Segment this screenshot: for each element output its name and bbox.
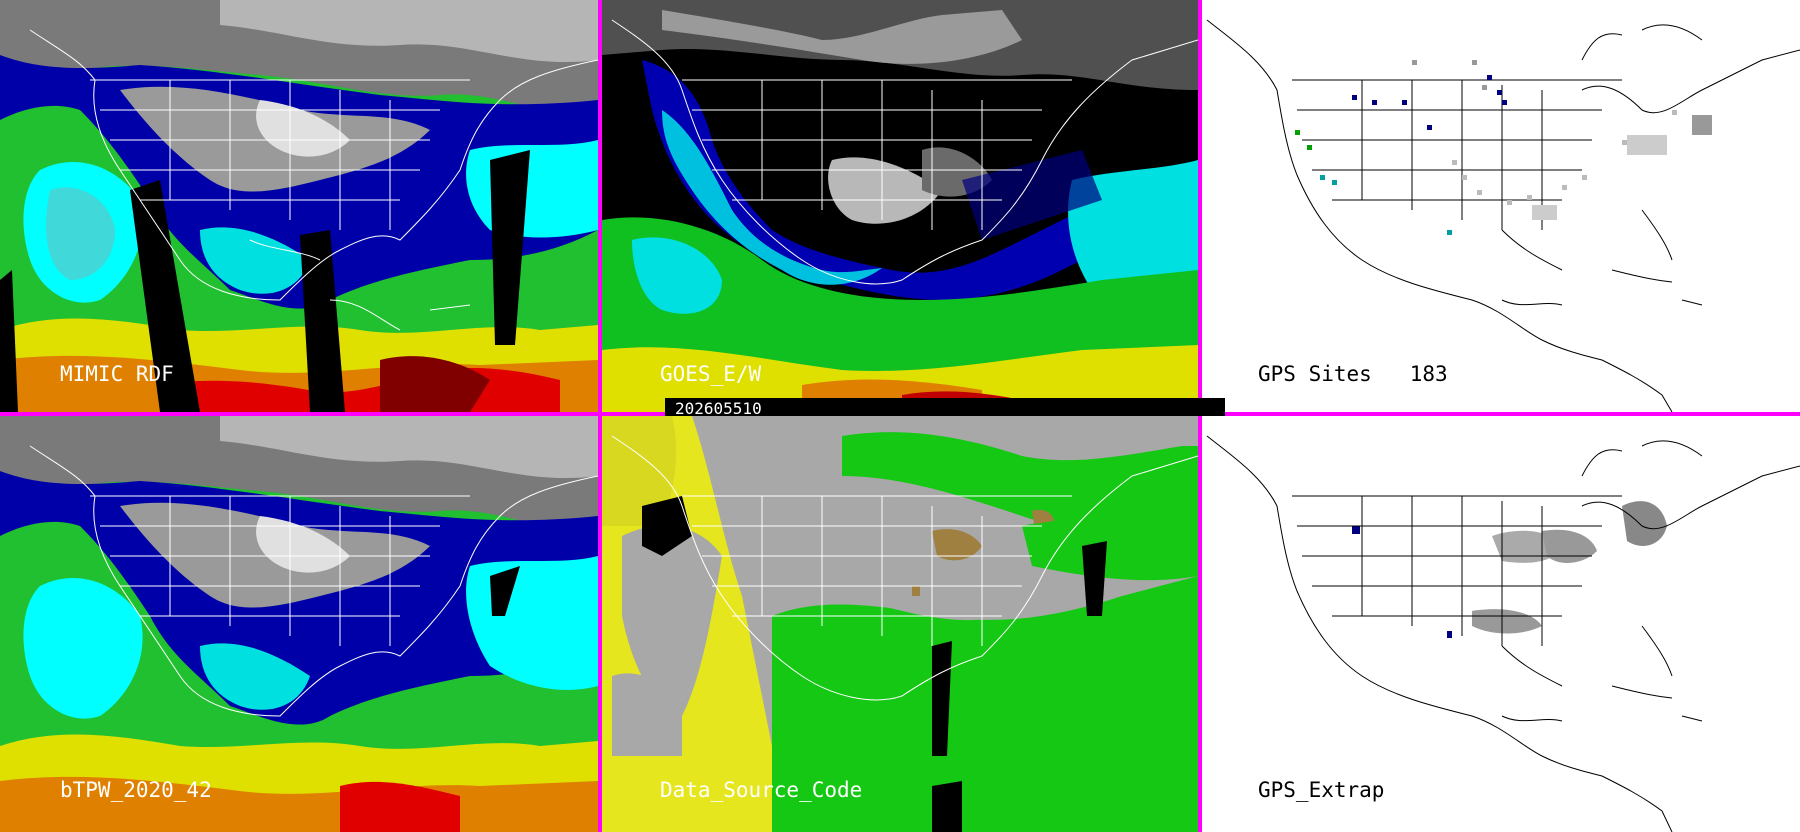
panel-goes-ew: GOES_E/W [602, 0, 1198, 412]
gps-extrap-map-image [1202, 416, 1800, 832]
divider-v1-top [598, 0, 602, 412]
gps-site-markers [1295, 60, 1712, 235]
panel-gps-extrap: GPS_Extrap [1202, 416, 1800, 832]
divider-v2-bottom [1198, 416, 1202, 832]
goes-map-image [602, 0, 1198, 412]
panel-label-gps-extrap: GPS_Extrap [1258, 778, 1385, 802]
panel-label-btpw: bTPW_2020_42 [60, 778, 212, 802]
gps-sites-map-image [1202, 0, 1800, 412]
data-source-code-map-image [602, 416, 1198, 832]
divider-v1-bottom [598, 416, 602, 832]
panel-label-goes-ew: GOES_E/W [660, 362, 762, 386]
panel-label-gps-sites: GPS Sites 183 [1258, 362, 1448, 386]
panel-mimic-rdf: MIMIC RDF [0, 0, 598, 412]
panel-data-source-code: Data_Source_Code [602, 416, 1198, 832]
panel-gps-sites: GPS Sites 183 [1202, 0, 1800, 412]
panel-btpw: bTPW_2020_42 [0, 416, 598, 832]
panel-label-data-source-code: Data_Source_Code [660, 778, 863, 802]
panel-label-mimic-rdf: MIMIC RDF [60, 362, 174, 386]
timestamp-bar: 202605510 [665, 398, 1225, 419]
btpw-map-image [0, 416, 598, 832]
divider-v2-top [1198, 0, 1202, 412]
tpw-map-image [0, 0, 598, 412]
timestamp-text: 202605510 [675, 399, 762, 418]
